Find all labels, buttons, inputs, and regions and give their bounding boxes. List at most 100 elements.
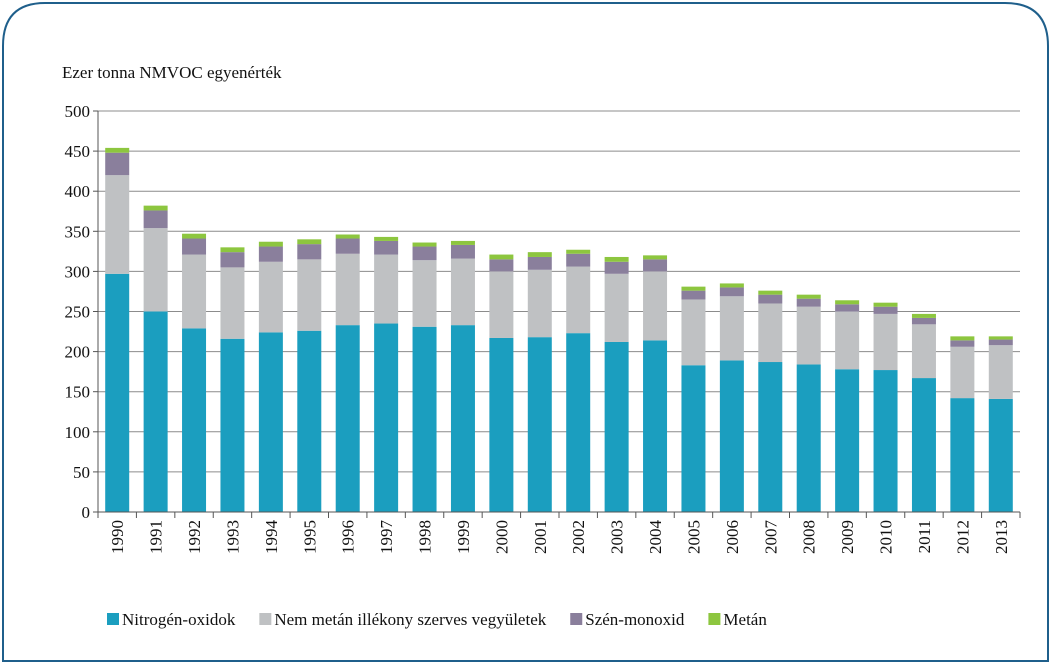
x-tick-label: 1997 xyxy=(377,520,396,555)
x-tick-label: 2012 xyxy=(953,520,972,554)
x-tick-label: 1991 xyxy=(147,520,166,554)
y-tick-label: 500 xyxy=(65,102,91,121)
legend-swatch xyxy=(570,613,583,625)
bar-segment xyxy=(566,333,591,512)
bar-segment xyxy=(566,266,591,334)
bar-segment xyxy=(873,370,898,512)
x-tick-label: 2001 xyxy=(531,520,550,554)
bar-segment xyxy=(566,253,591,267)
bar-segment xyxy=(796,364,821,512)
bar-segment xyxy=(681,365,706,512)
legend-label: Nitrogén-oxidok xyxy=(122,610,236,629)
bar-segment xyxy=(258,332,283,512)
bar-segment xyxy=(412,242,437,247)
bar-segment xyxy=(719,360,744,512)
bar-segment xyxy=(450,244,475,259)
bar-segment xyxy=(835,311,860,370)
x-tick-label: 2008 xyxy=(800,520,819,554)
x-tick-label: 2013 xyxy=(992,520,1011,554)
bar-segment xyxy=(681,290,706,300)
legend-label: Metán xyxy=(723,610,767,629)
bar-segment xyxy=(374,240,399,255)
bar-segment xyxy=(335,325,360,512)
bar-segment xyxy=(143,205,168,211)
bar-segment xyxy=(489,337,514,512)
bar-segment xyxy=(988,336,1013,340)
bar-segment xyxy=(719,283,744,288)
y-tick-label: 0 xyxy=(82,503,91,522)
bar-segment xyxy=(796,298,821,307)
x-tick-label: 2007 xyxy=(761,520,780,555)
y-tick-label: 250 xyxy=(65,303,91,322)
bar-segment xyxy=(835,300,860,305)
x-tick-label: 2011 xyxy=(915,520,934,553)
bar-segment xyxy=(374,236,399,241)
bar-segment xyxy=(182,254,207,329)
bar-segment xyxy=(489,259,514,272)
bar-segment xyxy=(297,244,322,260)
y-tick-label: 200 xyxy=(65,343,91,362)
bar-segment xyxy=(258,261,283,333)
x-tick-label: 1992 xyxy=(185,520,204,554)
bar-segment xyxy=(796,294,821,299)
legend-label: Szén-monoxid xyxy=(585,610,685,629)
bar-segment xyxy=(220,252,245,268)
legend-label: Nem metán illékony szerves vegyületek xyxy=(274,610,546,629)
bar-segment xyxy=(604,273,629,342)
bar-segment xyxy=(835,369,860,512)
x-tick-label: 1998 xyxy=(416,520,435,554)
bar-segment xyxy=(335,253,360,326)
bar-segment xyxy=(143,210,168,229)
bar-segment xyxy=(604,256,629,262)
bar-segment xyxy=(950,398,975,512)
bar-segment xyxy=(143,228,168,312)
bar-segment xyxy=(450,258,475,326)
y-tick-label: 50 xyxy=(73,463,90,482)
bar-segment xyxy=(873,313,898,371)
bar-segment xyxy=(182,233,207,239)
bar-segment xyxy=(412,260,437,327)
bar-segment xyxy=(527,269,552,338)
bar-segment xyxy=(527,252,552,257)
bar-segment xyxy=(220,338,245,512)
bar-segment xyxy=(297,259,322,331)
legend-swatch xyxy=(259,613,272,625)
x-tick-label: 2002 xyxy=(569,520,588,554)
bar-segment xyxy=(450,240,475,245)
bar-segment xyxy=(643,340,668,512)
bar-segment xyxy=(988,398,1013,512)
bar-segment xyxy=(220,267,245,339)
bar-segment xyxy=(604,261,629,274)
bar-segment xyxy=(796,306,821,365)
bar-segment xyxy=(105,273,130,512)
bar-segment xyxy=(182,328,207,512)
bar-segment xyxy=(412,326,437,512)
y-tick-label: 300 xyxy=(65,262,91,281)
bar-segment xyxy=(911,378,936,512)
bar-segment xyxy=(105,152,130,176)
bar-segment xyxy=(719,287,744,297)
x-tick-label: 2000 xyxy=(492,520,511,554)
bar-segment xyxy=(220,247,245,253)
bar-segment xyxy=(988,339,1013,346)
x-tick-label: 1990 xyxy=(108,520,127,554)
bar-segment xyxy=(643,271,668,341)
x-tick-label: 2005 xyxy=(684,520,703,554)
bar-segment xyxy=(105,147,130,153)
y-tick-label: 150 xyxy=(65,383,91,402)
x-tick-label: 2006 xyxy=(723,520,742,554)
bar-segment xyxy=(988,345,1013,399)
y-tick-label: 450 xyxy=(65,142,91,161)
bar-segment xyxy=(911,313,936,318)
bar-segment xyxy=(681,299,706,366)
bar-segment xyxy=(873,302,898,307)
bar-segment xyxy=(566,249,591,254)
bar-segment xyxy=(527,256,552,270)
bar-segment xyxy=(335,238,360,254)
legend-swatch xyxy=(107,613,119,625)
bar-segment xyxy=(911,324,936,379)
bar-segment xyxy=(374,254,399,324)
bar-segment xyxy=(643,259,668,272)
bar-segment xyxy=(297,239,322,245)
